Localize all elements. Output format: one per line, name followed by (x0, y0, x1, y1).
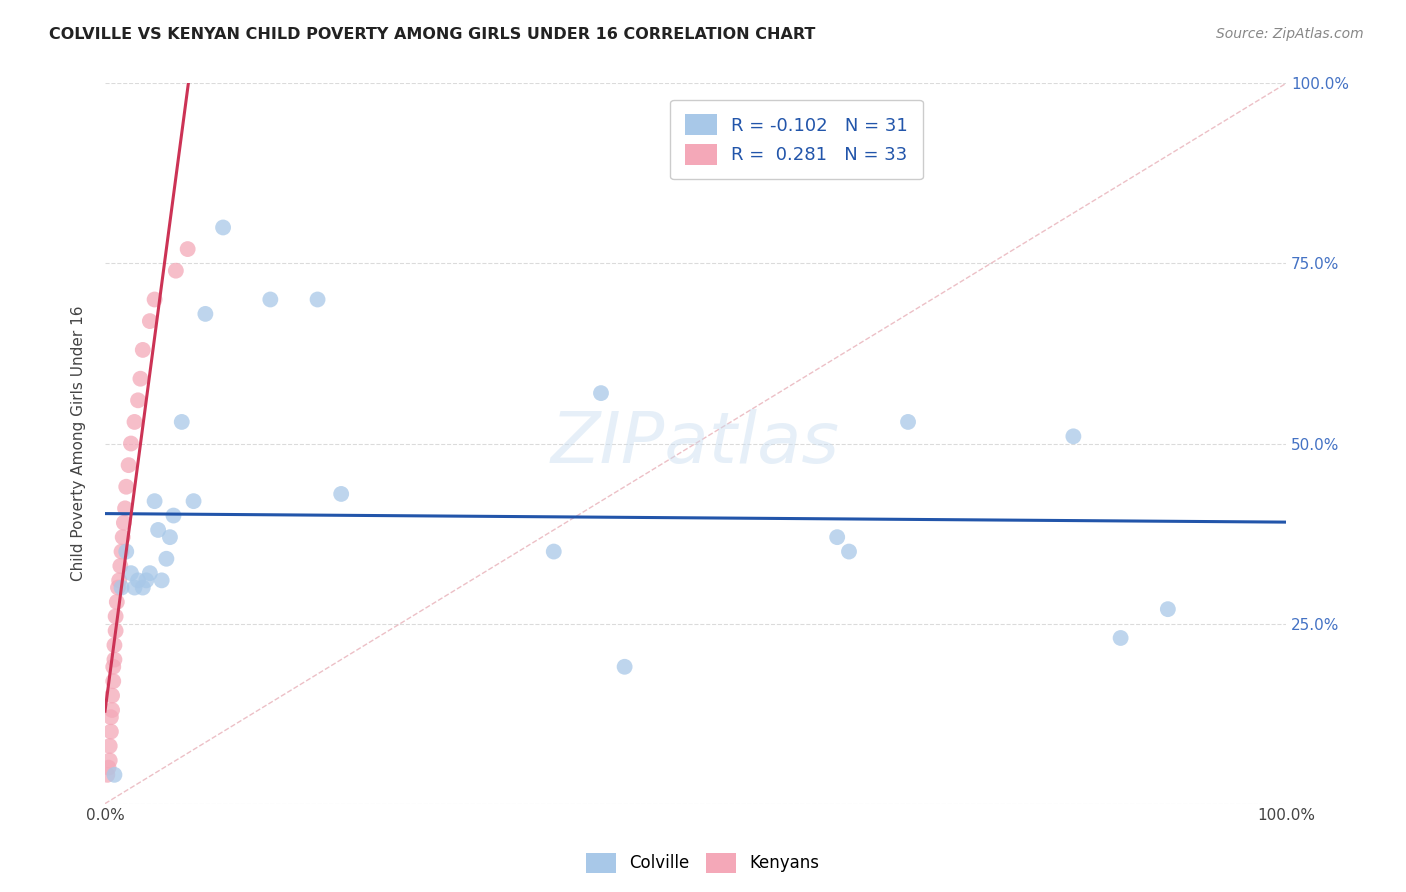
Point (120, 566, 142, 581)
Point (159, 530, 181, 544)
Point (103, 660, 125, 674)
Point (1062, 429, 1084, 443)
Point (613, 660, 636, 674)
Point (838, 544, 860, 558)
Point (194, 307, 217, 321)
Point (143, 494, 166, 508)
Point (1157, 602, 1180, 616)
Point (112, 516, 135, 530)
Point (115, 544, 138, 558)
Point (150, 574, 173, 588)
Point (110, 558, 132, 573)
Point (103, 652, 125, 666)
Point (132, 581, 155, 595)
Text: COLVILLE VS KENYAN CHILD POVERTY AMONG GIRLS UNDER 16 CORRELATION CHART: COLVILLE VS KENYAN CHILD POVERTY AMONG G… (49, 27, 815, 42)
Point (103, 674, 125, 689)
Point (98, 753, 121, 767)
Point (124, 415, 146, 429)
Y-axis label: Child Poverty Among Girls Under 16: Child Poverty Among Girls Under 16 (72, 306, 86, 582)
Point (162, 508, 184, 523)
Text: ZIPatlas: ZIPatlas (551, 409, 839, 478)
Point (330, 487, 353, 501)
Point (129, 372, 152, 386)
Point (103, 768, 125, 782)
Legend: Colville, Kenyans: Colville, Kenyans (579, 847, 827, 880)
Point (139, 566, 162, 581)
Text: Source: ZipAtlas.com: Source: ZipAtlas.com (1216, 27, 1364, 41)
Point (96, 768, 118, 782)
Point (110, 581, 132, 595)
Point (543, 544, 565, 558)
Point (108, 574, 131, 588)
Point (259, 293, 281, 307)
Point (124, 581, 146, 595)
Point (183, 494, 205, 508)
Point (100, 724, 122, 739)
Point (897, 415, 920, 429)
Point (132, 343, 155, 357)
Legend: R = -0.102   N = 31, R =  0.281   N = 33: R = -0.102 N = 31, R = 0.281 N = 33 (671, 100, 922, 179)
Point (97, 761, 120, 775)
Point (155, 551, 177, 566)
Point (101, 703, 124, 717)
Point (120, 436, 142, 450)
Point (146, 523, 169, 537)
Point (111, 530, 134, 544)
Point (176, 242, 198, 256)
Point (115, 480, 138, 494)
Point (589, 386, 612, 401)
Point (1109, 631, 1132, 645)
Point (139, 314, 162, 328)
Point (127, 393, 149, 408)
Point (101, 689, 124, 703)
Point (117, 458, 139, 472)
Point (98, 739, 121, 753)
Point (110, 544, 132, 558)
Point (307, 293, 329, 307)
Point (127, 574, 149, 588)
Point (143, 293, 166, 307)
Point (103, 638, 125, 652)
Point (104, 624, 127, 638)
Point (165, 263, 187, 277)
Point (105, 595, 128, 609)
Point (104, 609, 127, 624)
Point (212, 220, 235, 235)
Point (825, 530, 848, 544)
Point (114, 501, 136, 516)
Point (135, 574, 157, 588)
Point (100, 710, 122, 724)
Point (170, 415, 193, 429)
Point (107, 581, 129, 595)
